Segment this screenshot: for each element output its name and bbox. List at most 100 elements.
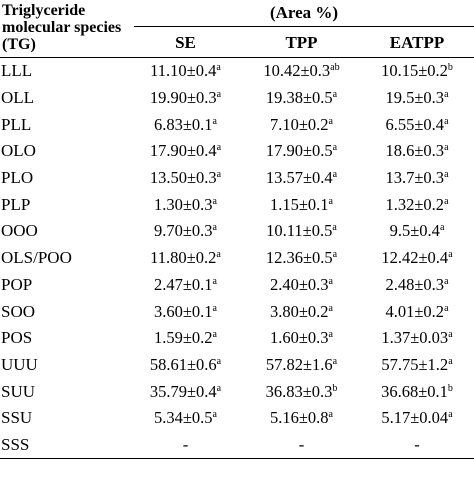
column-header-se: SE xyxy=(128,27,243,58)
significance-letter: a xyxy=(332,142,338,154)
mean-sd-value: 57.82±1.6 xyxy=(265,354,333,374)
significance-letter: a xyxy=(439,222,445,234)
mean-sd-value: 36.83±0.3 xyxy=(265,381,333,401)
significance-letter: a xyxy=(328,302,333,314)
value-cell-tpp: 1.60±0.3a xyxy=(243,325,360,352)
significance-letter: a xyxy=(216,355,222,367)
significance-letter: a xyxy=(216,169,222,181)
mean-sd-value: - xyxy=(414,434,420,454)
mean-sd-value: 57.75±1.2 xyxy=(381,354,449,374)
significance-letter: a xyxy=(444,115,449,127)
significance-letter: a xyxy=(332,222,337,234)
significance-letter: a xyxy=(212,329,217,341)
table-row: SSU 5.34±0.5a 5.16±0.8a 5.17±0.04a xyxy=(0,405,474,432)
mean-sd-value: 12.42±0.4 xyxy=(381,248,449,268)
table-row: PLL 6.83±0.1a 7.10±0.2a 6.55±0.4a xyxy=(0,111,474,138)
mean-sd-value: 4.01±0.2 xyxy=(385,301,445,321)
significance-letter: a xyxy=(448,409,453,421)
mean-sd-value: 1.32±0.2 xyxy=(385,194,445,214)
significance-letter: a xyxy=(444,89,449,101)
mean-sd-value: 1.59±0.2 xyxy=(153,328,213,348)
significance-letter: a xyxy=(216,249,221,261)
value-cell-eatpp: 13.7±0.3a xyxy=(360,165,474,192)
mean-sd-value: 2.40±0.3 xyxy=(269,274,329,294)
significance-letter: a xyxy=(212,302,217,314)
mean-sd-value: 18.6±0.3 xyxy=(385,141,445,161)
mean-sd-value: 13.50±0.3 xyxy=(149,168,217,188)
value-cell-se: 1.59±0.2a xyxy=(128,325,243,352)
significance-letter: a xyxy=(216,62,221,74)
significance-letter: a xyxy=(216,382,222,394)
mean-sd-value: 6.83±0.1 xyxy=(153,114,213,134)
mean-sd-value: 5.16±0.8 xyxy=(269,408,329,428)
species-name-cell: POS xyxy=(1,328,33,348)
value-cell-tpp: 36.83±0.3b xyxy=(243,378,360,405)
significance-letter: a xyxy=(328,329,333,341)
mean-sd-value: 10.42±0.3 xyxy=(263,61,331,81)
significance-letter: a xyxy=(212,115,217,127)
species-name-cell: POP xyxy=(1,274,33,294)
significance-letter: a xyxy=(444,169,449,181)
column-header-tpp: TPP xyxy=(243,27,360,58)
value-cell-se: 17.90±0.4a xyxy=(128,138,243,165)
value-cell-eatpp: 1.32±0.2a xyxy=(360,191,474,218)
value-cell-eatpp: - xyxy=(360,431,474,460)
value-cell-se: 5.34±0.5a xyxy=(128,405,243,432)
value-cell-tpp: 12.36±0.5a xyxy=(243,245,360,272)
species-name-cell: SSS xyxy=(0,431,128,460)
value-cell-se: 11.80±0.2a xyxy=(128,245,243,272)
value-cell-tpp: 7.10±0.2a xyxy=(243,111,360,138)
table-row: UUU 58.61±0.6a 57.82±1.6a 57.75±1.2a xyxy=(0,352,474,379)
value-cell-se: 2.47±0.1a xyxy=(128,272,243,299)
mean-sd-value: 1.15±0.1 xyxy=(269,194,329,214)
value-cell-eatpp: 1.37±0.03a xyxy=(360,325,474,352)
significance-letter: a xyxy=(444,142,449,154)
significance-letter: b xyxy=(447,382,453,394)
value-cell-tpp: 3.80±0.2a xyxy=(243,298,360,325)
significance-letter: a xyxy=(444,275,449,287)
mean-sd-value: 9.5±0.4 xyxy=(389,221,440,241)
significance-letter: a xyxy=(328,115,333,127)
species-name-cell: SUU xyxy=(1,381,36,401)
significance-letter: a xyxy=(212,409,217,421)
mean-sd-value: 13.7±0.3 xyxy=(385,168,445,188)
table-row: PLP 1.30±0.3a 1.15±0.1a 1.32±0.2a xyxy=(0,191,474,218)
mean-sd-value: 3.80±0.2 xyxy=(269,301,329,321)
value-cell-tpp: 2.40±0.3a xyxy=(243,272,360,299)
value-cell-tpp: 1.15±0.1a xyxy=(243,191,360,218)
mean-sd-value: 2.47±0.1 xyxy=(153,274,213,294)
significance-letter: a xyxy=(332,355,338,367)
column-header-eatpp: EATPP xyxy=(360,27,474,58)
mean-sd-value: 10.15±0.2 xyxy=(381,61,448,81)
mean-sd-value: 17.90±0.5 xyxy=(265,141,333,161)
value-cell-eatpp: 10.15±0.2b xyxy=(360,58,474,85)
value-cell-se: 13.50±0.3a xyxy=(128,165,243,192)
value-cell-tpp: 17.90±0.5a xyxy=(243,138,360,165)
value-cell-tpp: 10.42±0.3ab xyxy=(243,58,360,85)
mean-sd-value: - xyxy=(298,434,305,454)
significance-letter: a xyxy=(328,275,333,287)
table-row: OOO 9.70±0.3a 10.11±0.5a 9.5±0.4a xyxy=(0,218,474,245)
significance-letter: ab xyxy=(330,62,340,74)
mean-sd-value: 10.11±0.5 xyxy=(266,221,333,241)
value-cell-tpp: 5.16±0.8a xyxy=(243,405,360,432)
value-cell-se: 9.70±0.3a xyxy=(128,218,243,245)
value-cell-se: 3.60±0.1a xyxy=(128,298,243,325)
mean-sd-value: 1.60±0.3 xyxy=(269,328,329,348)
significance-letter: b xyxy=(332,382,338,394)
value-cell-eatpp: 12.42±0.4a xyxy=(360,245,474,272)
mean-sd-value: 6.55±0.4 xyxy=(385,114,445,134)
table-header: Triglyceride molecular species (TG) (Are… xyxy=(0,0,474,58)
value-cell-eatpp: 6.55±0.4a xyxy=(360,111,474,138)
table-row: SOO 3.60±0.1a 3.80±0.2a 4.01±0.2a xyxy=(0,298,474,325)
significance-letter: a xyxy=(444,195,449,207)
species-name-cell: OLL xyxy=(1,88,35,108)
table-row: POP 2.47±0.1a 2.40±0.3a 2.48±0.3a xyxy=(0,272,474,299)
table-body: LLL 11.10±0.4a 10.42±0.3ab 10.15±0.2b OLL 19.… xyxy=(0,58,474,460)
mean-sd-value: 19.90±0.3 xyxy=(149,88,217,108)
significance-letter: a xyxy=(328,195,333,207)
mean-sd-value: 19.38±0.5 xyxy=(265,88,333,108)
table-row: LLL 11.10±0.4a 10.42±0.3ab 10.15±0.2b xyxy=(0,58,474,85)
mean-sd-value: 13.57±0.4 xyxy=(265,168,333,188)
mean-sd-value: 5.34±0.5 xyxy=(153,408,213,428)
